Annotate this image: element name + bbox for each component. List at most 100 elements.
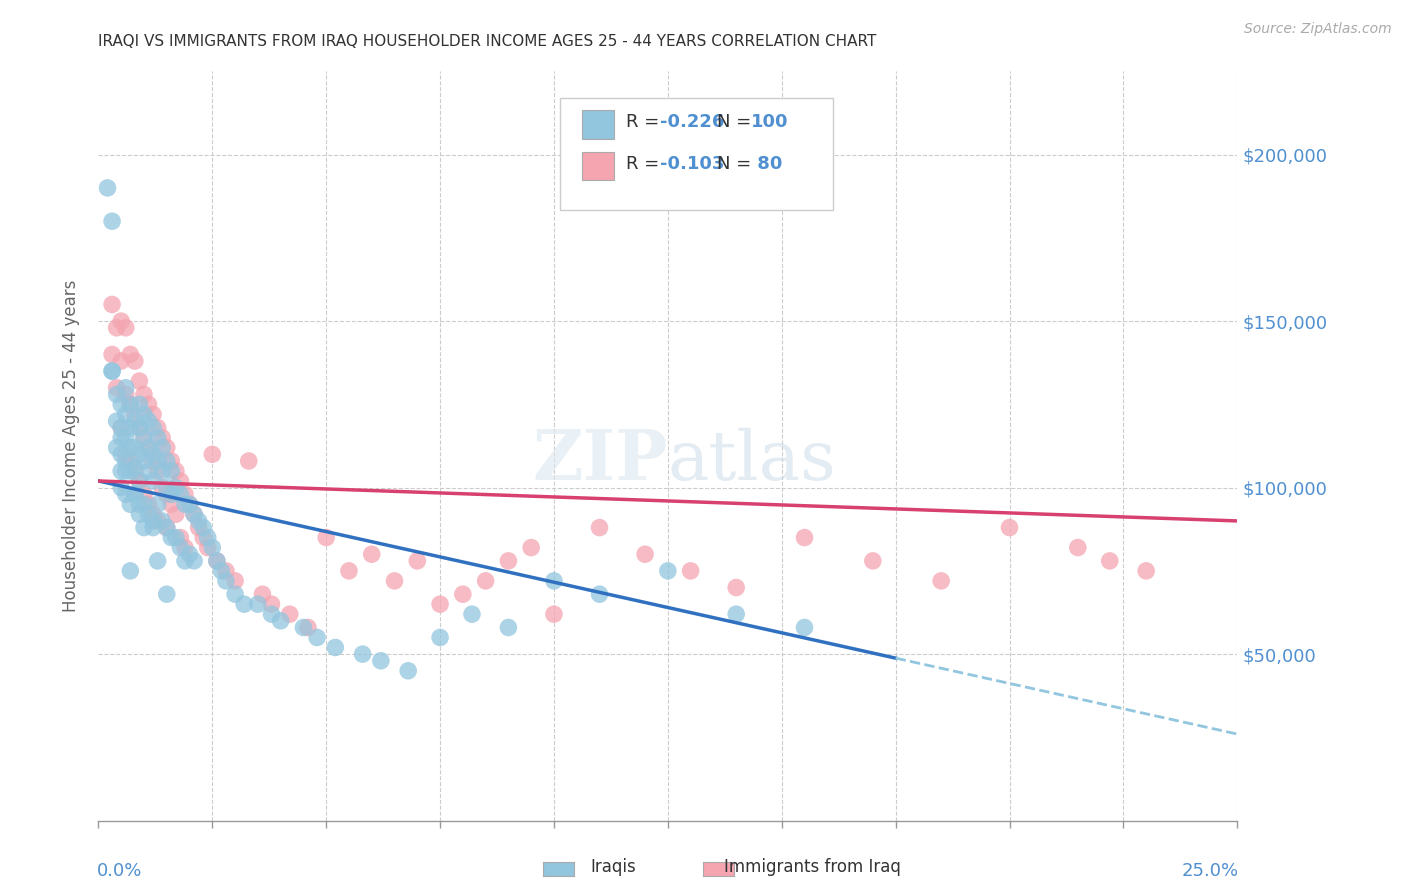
Text: -0.226: -0.226 — [659, 113, 724, 131]
Point — [370, 654, 392, 668]
Point — [110, 447, 132, 461]
Point — [120, 397, 142, 411]
Point — [197, 531, 219, 545]
Text: N =: N = — [717, 113, 756, 131]
Text: 25.0%: 25.0% — [1181, 862, 1239, 880]
Point — [160, 464, 183, 478]
Text: ZIP: ZIP — [533, 427, 668, 494]
Point — [429, 597, 451, 611]
Point — [543, 607, 565, 622]
Point — [657, 564, 679, 578]
Point — [132, 408, 155, 422]
Point — [138, 397, 160, 411]
Point — [252, 587, 274, 601]
Point — [142, 514, 165, 528]
Point — [165, 531, 187, 545]
Point — [120, 454, 142, 468]
Point — [124, 487, 146, 501]
Point — [160, 454, 183, 468]
Point — [114, 381, 136, 395]
Point — [193, 520, 215, 534]
Point — [384, 574, 406, 588]
Point — [124, 460, 146, 475]
Point — [474, 574, 496, 588]
Point — [187, 520, 209, 534]
Text: 0.0%: 0.0% — [97, 862, 142, 880]
Point — [138, 464, 160, 478]
Point — [588, 587, 610, 601]
Point — [156, 487, 179, 501]
Point — [1098, 554, 1121, 568]
Point — [114, 454, 136, 468]
Point — [138, 414, 160, 428]
Point — [124, 464, 146, 478]
Point — [124, 354, 146, 368]
Point — [128, 497, 150, 511]
Point — [183, 508, 205, 522]
Point — [429, 631, 451, 645]
Point — [110, 464, 132, 478]
Point — [233, 597, 256, 611]
Point — [101, 364, 124, 378]
Point — [929, 574, 952, 588]
Point — [128, 397, 150, 411]
Point — [138, 508, 160, 522]
Point — [101, 347, 124, 361]
Point — [179, 497, 201, 511]
Point — [120, 347, 142, 361]
Point — [224, 574, 246, 588]
Point — [292, 620, 315, 634]
Point — [105, 441, 128, 455]
Point — [352, 647, 374, 661]
Point — [132, 454, 155, 468]
Point — [120, 497, 142, 511]
Point — [238, 454, 260, 468]
Point — [174, 541, 197, 555]
Point — [406, 554, 429, 568]
Point — [179, 547, 201, 561]
Point — [146, 497, 169, 511]
Point — [725, 581, 748, 595]
Point — [278, 607, 301, 622]
Point — [146, 554, 169, 568]
Point — [297, 620, 319, 634]
Point — [132, 431, 155, 445]
Point — [101, 297, 124, 311]
Point — [142, 454, 165, 468]
Point — [451, 587, 474, 601]
Point — [156, 520, 179, 534]
Point — [197, 541, 219, 555]
Point — [156, 441, 179, 455]
Text: 80: 80 — [751, 154, 782, 172]
Point — [224, 587, 246, 601]
Point — [142, 508, 165, 522]
Point — [215, 564, 238, 578]
Point — [156, 587, 179, 601]
Point — [142, 408, 165, 422]
Point — [120, 397, 142, 411]
Point — [124, 441, 146, 455]
Text: Source: ZipAtlas.com: Source: ZipAtlas.com — [1244, 22, 1392, 37]
Point — [132, 487, 155, 501]
Point — [105, 387, 128, 401]
Point — [323, 640, 346, 655]
Point — [793, 620, 815, 634]
Point — [160, 487, 183, 501]
Point — [110, 481, 132, 495]
Point — [396, 664, 419, 678]
Point — [169, 487, 191, 501]
Text: N =: N = — [717, 154, 756, 172]
Point — [520, 541, 543, 555]
Point — [201, 447, 224, 461]
Text: Immigrants from Iraq: Immigrants from Iraq — [724, 858, 901, 876]
Point — [160, 497, 183, 511]
Point — [156, 520, 179, 534]
Point — [150, 514, 173, 528]
Point — [114, 447, 136, 461]
Point — [110, 314, 132, 328]
Point — [132, 520, 155, 534]
Text: 100: 100 — [751, 113, 789, 131]
Point — [270, 614, 292, 628]
Point — [209, 564, 232, 578]
Point — [793, 531, 815, 545]
